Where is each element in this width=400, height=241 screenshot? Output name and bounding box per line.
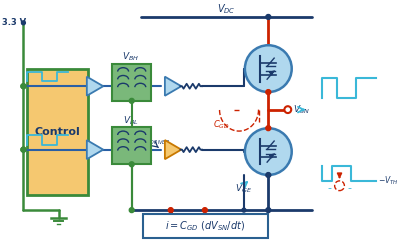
Text: $V_{SN}$: $V_{SN}$: [293, 103, 310, 116]
Circle shape: [245, 45, 292, 92]
Text: $-V_{TH}$: $-V_{TH}$: [378, 175, 398, 187]
Polygon shape: [87, 77, 103, 96]
Polygon shape: [87, 140, 103, 159]
Text: $V_{BH}$: $V_{BH}$: [122, 51, 139, 63]
Circle shape: [266, 126, 271, 131]
Circle shape: [168, 208, 173, 213]
Text: $Z_{DRIVER}$: $Z_{DRIVER}$: [145, 137, 170, 147]
Circle shape: [202, 208, 207, 213]
Circle shape: [245, 128, 292, 175]
Circle shape: [21, 84, 26, 89]
Text: $V_{BL}$: $V_{BL}$: [123, 114, 138, 127]
Bar: [112, 127, 151, 164]
Circle shape: [129, 98, 134, 103]
Circle shape: [266, 90, 271, 94]
Circle shape: [21, 147, 26, 152]
Text: $V_{GE}$: $V_{GE}$: [235, 182, 252, 195]
Circle shape: [22, 21, 25, 25]
Polygon shape: [165, 77, 181, 96]
Circle shape: [266, 173, 271, 177]
Text: 3.3 V: 3.3 V: [2, 18, 26, 27]
Text: -: -: [347, 183, 351, 193]
Circle shape: [129, 208, 134, 213]
Circle shape: [129, 162, 134, 167]
Text: Control: Control: [35, 127, 80, 137]
Circle shape: [266, 14, 271, 19]
Circle shape: [284, 106, 291, 113]
FancyBboxPatch shape: [143, 214, 268, 238]
Circle shape: [242, 208, 246, 212]
Circle shape: [21, 147, 26, 152]
Text: -: -: [328, 183, 332, 193]
Bar: [27, 69, 88, 195]
Circle shape: [21, 84, 26, 89]
Text: $C_{GD}$: $C_{GD}$: [213, 118, 229, 131]
Polygon shape: [165, 140, 181, 159]
Circle shape: [266, 208, 271, 213]
Bar: [112, 64, 151, 101]
Text: $i = C_{GD}\ (dV_{SN}/dt)$: $i = C_{GD}\ (dV_{SN}/dt)$: [165, 219, 245, 233]
Text: $V_{DC}$: $V_{DC}$: [217, 2, 236, 16]
